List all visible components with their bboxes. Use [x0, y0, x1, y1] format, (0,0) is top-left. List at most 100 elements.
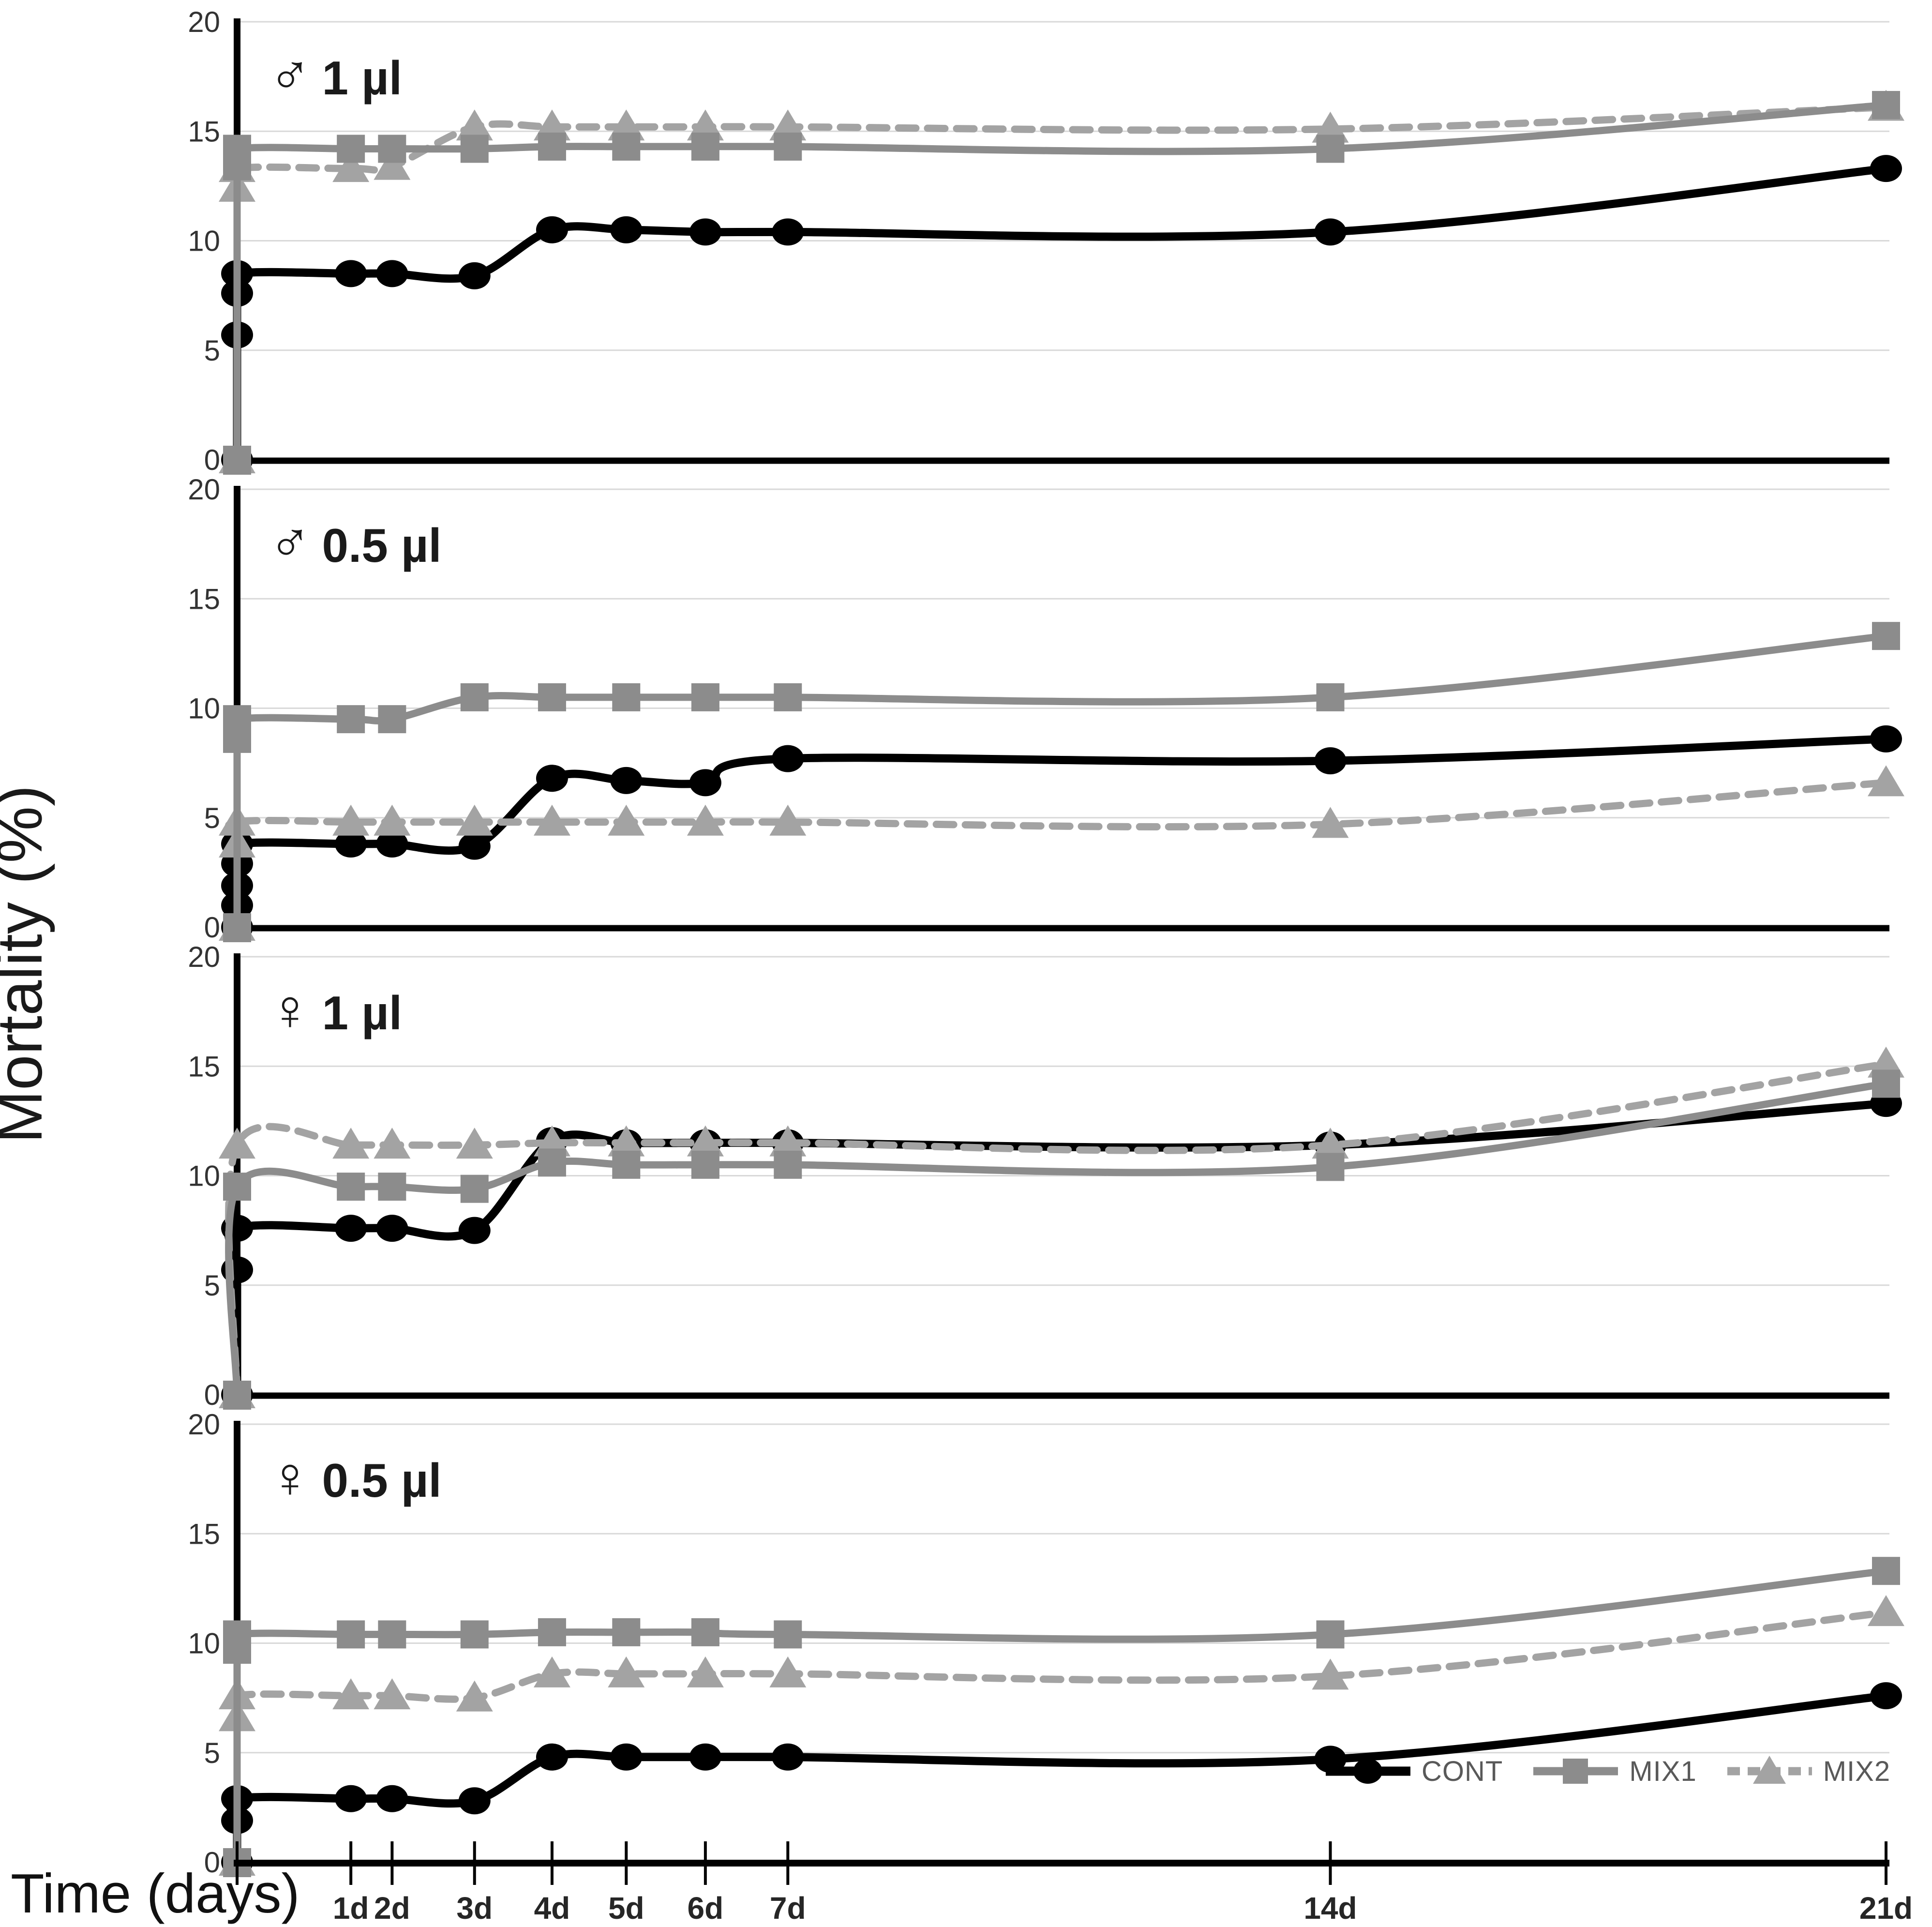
- mix1-marker: [223, 1173, 251, 1201]
- series-line-cont: [225, 164, 1890, 464]
- cont-marker: [772, 1743, 804, 1771]
- mix2-marker: [374, 1128, 411, 1159]
- cont-marker: [536, 1743, 568, 1771]
- mix2-marker: [456, 109, 493, 141]
- cont-marker: [458, 832, 491, 860]
- cont-marker: [610, 1743, 643, 1771]
- mix1-marker: [538, 1618, 566, 1646]
- cont-marker: [376, 1215, 408, 1242]
- mix2-marker: [533, 804, 570, 836]
- mix2-marker: [608, 804, 645, 836]
- sex-symbol: ♀: [269, 1445, 312, 1509]
- mix2-marker: [332, 1128, 370, 1159]
- panel-male-05ul: 0 5 10 15 20 ♂ 0.5 µl: [188, 473, 1904, 944]
- x-tick-label: 1d: [333, 1891, 369, 1926]
- cont-marker: [610, 216, 643, 243]
- mix1-marker: [691, 1618, 719, 1646]
- mix2-marker: [332, 804, 370, 836]
- mix1-marker: [612, 1150, 641, 1179]
- dose-label: 1 µl: [322, 51, 402, 105]
- y-tick-label: 0: [204, 444, 220, 476]
- y-tick-label: 15: [188, 115, 220, 148]
- mix1-marker: [460, 135, 489, 163]
- y-tick-label: 10: [188, 225, 220, 257]
- mix1-marker: [774, 1620, 802, 1649]
- y-tick-label: 20: [188, 1408, 220, 1441]
- mix1-marker: [612, 683, 641, 711]
- mix1-marker: [223, 705, 251, 734]
- cont-marker: [536, 216, 568, 243]
- origin-marker: [223, 914, 251, 942]
- mix1-marker: [337, 1620, 365, 1649]
- mix2-marker: [219, 1128, 255, 1159]
- cont-marker: [376, 260, 408, 287]
- mix2-marker: [332, 1678, 370, 1710]
- y-tick-label: 5: [204, 802, 220, 834]
- legend-swatch-cont: [1326, 1759, 1410, 1784]
- cont-marker: [1870, 1682, 1902, 1710]
- panel-female-05ul: 0 5 10 15 20 ♀ 0.5 µl: [188, 1408, 1904, 1879]
- panel-label-male-1ul: ♂ 1 µl: [269, 43, 402, 107]
- cont-marker: [1314, 1746, 1347, 1773]
- mix2-marker: [1312, 1658, 1349, 1690]
- mix1-marker: [1316, 1620, 1345, 1649]
- panel-label-male-05ul: ♂ 0.5 µl: [269, 511, 442, 574]
- cont-marker: [1314, 218, 1347, 246]
- sex-symbol: ♂: [269, 511, 312, 574]
- series-line-mix2: [225, 1060, 1890, 1399]
- mix1-marker: [538, 683, 566, 711]
- mix1-marker: [1872, 1557, 1900, 1585]
- mix1-marker: [460, 1174, 489, 1203]
- panel-label-female-1ul: ♀ 1 µl: [269, 978, 402, 1042]
- cont-marker: [458, 262, 491, 289]
- cont-marker: [689, 1743, 721, 1771]
- x-tick-label: 21d: [1859, 1891, 1913, 1926]
- y-tick-label: 15: [188, 1518, 220, 1550]
- cont-marker: [772, 218, 804, 246]
- mix1-marker: [612, 132, 641, 161]
- mix2-marker: [608, 1656, 645, 1687]
- series-mix1-male-05ul: [223, 622, 1900, 941]
- mix1-marker: [1316, 135, 1345, 163]
- mix2-marker: [769, 1125, 807, 1157]
- x-tick-label: 6d: [688, 1891, 724, 1926]
- y-tick-label: 5: [204, 1737, 220, 1769]
- mix2-marker: [687, 1656, 724, 1687]
- cont-marker: [1314, 747, 1347, 775]
- cont-marker: [610, 767, 643, 794]
- cont-marker: [689, 769, 721, 797]
- origin-marker: [223, 447, 251, 475]
- dose-label: 1 µl: [322, 986, 402, 1039]
- mix2-marker: [374, 149, 411, 180]
- legend-label: MIX1: [1629, 1755, 1697, 1787]
- mix1-marker: [1872, 90, 1900, 119]
- cont-marker: [1870, 155, 1902, 182]
- mix2-marker: [1312, 807, 1349, 838]
- mix1-marker: [337, 705, 365, 734]
- panel-label-female-05ul: ♀ 0.5 µl: [269, 1445, 442, 1509]
- x-tick-label: 7d: [770, 1891, 806, 1926]
- dose-label: 0.5 µl: [322, 519, 442, 572]
- mix1-marker: [460, 1620, 489, 1649]
- mix1-marker: [378, 1173, 406, 1201]
- mix1-marker: [691, 1150, 719, 1179]
- mix2-marker: [769, 804, 807, 836]
- mix1-marker: [1872, 622, 1900, 650]
- mix1-marker: [378, 1620, 406, 1649]
- series-mix1-female-1ul: [223, 1069, 1900, 1409]
- legend-item-mix2: MIX2: [1725, 1749, 1890, 1793]
- cont-marker: [335, 260, 367, 287]
- legend-label: MIX2: [1823, 1755, 1891, 1787]
- mix1-marker: [1872, 1069, 1900, 1098]
- legend-swatch-mix2: [1727, 1756, 1812, 1784]
- cont-marker: [376, 830, 408, 858]
- x-tick-label: 5d: [608, 1891, 644, 1926]
- series-mix2-male-05ul: [219, 765, 1904, 941]
- mix1-marker: [337, 1173, 365, 1201]
- panel-male-1ul: 0 5 10 15 20 ♂ 1 µl: [188, 6, 1904, 476]
- y-tick-label: 15: [188, 583, 220, 615]
- mix2-marker: [608, 1125, 645, 1157]
- legend-label: CONT: [1422, 1755, 1503, 1787]
- mix1-marker: [1316, 1153, 1345, 1181]
